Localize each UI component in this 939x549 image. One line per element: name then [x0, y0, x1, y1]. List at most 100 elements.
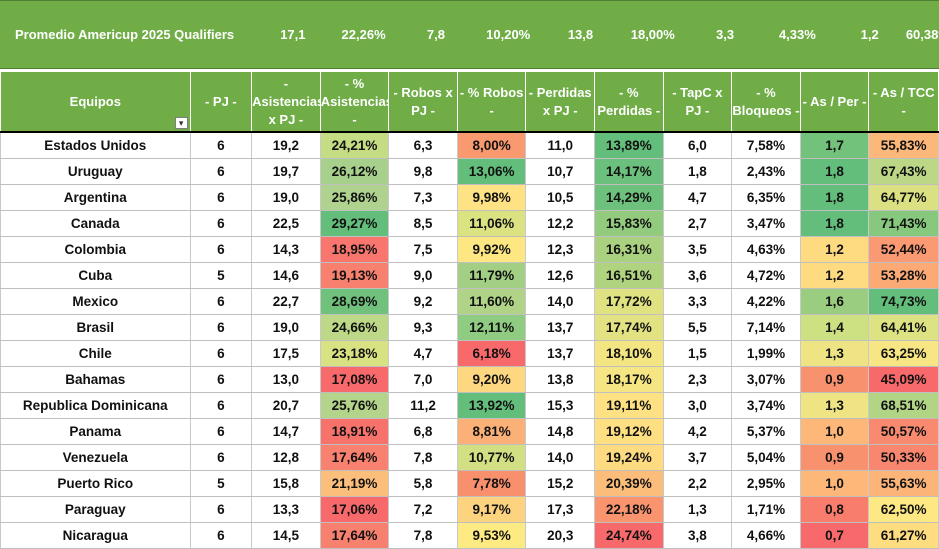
pct-asistencias-cell[interactable]: 19,13%: [319, 262, 390, 289]
perdidas-cell[interactable]: 12,6: [525, 262, 596, 289]
robos-cell[interactable]: 7,5: [388, 236, 458, 263]
pct-perdidas-cell[interactable]: 19,12%: [594, 418, 664, 445]
team-cell[interactable]: Cuba: [0, 262, 191, 289]
perdidas-cell[interactable]: 15,3: [525, 392, 596, 419]
as-per-cell[interactable]: 1,8: [799, 184, 870, 211]
pct-perdidas-cell[interactable]: 14,29%: [594, 184, 664, 211]
team-cell[interactable]: Argentina: [0, 184, 191, 211]
pj-cell[interactable]: 6: [189, 522, 253, 549]
as-tcc-cell[interactable]: 64,77%: [868, 184, 939, 211]
table-row[interactable]: Paraguay 6 13,3 17,06% 7,2 9,17% 17,3 22,18% 1,3…: [0, 496, 939, 523]
table-row[interactable]: Republica Dominicana 6 20,7 25,76% 11,2 13,92…: [0, 392, 939, 419]
robos-cell[interactable]: 5,8: [388, 470, 458, 497]
team-cell[interactable]: Paraguay: [0, 496, 191, 523]
pj-cell[interactable]: 6: [189, 418, 253, 445]
pct-asistencias-cell[interactable]: 26,12%: [319, 158, 390, 185]
pct-perdidas-cell[interactable]: 13,89%: [594, 131, 664, 159]
team-cell[interactable]: Uruguay: [0, 158, 191, 185]
header-tapc[interactable]: - TapC x PJ -: [662, 71, 733, 133]
header-equipos[interactable]: Equipos ▾: [0, 71, 191, 133]
pct-bloqueos-cell[interactable]: 6,35%: [731, 184, 801, 211]
as-tcc-cell[interactable]: 53,28%: [868, 262, 939, 289]
robos-cell[interactable]: 9,3: [388, 314, 458, 341]
table-row[interactable]: Uruguay 6 19,7 26,12% 9,8 13,06% 10,7 14,17% 1,8…: [0, 158, 939, 185]
asistencias-cell[interactable]: 13,3: [251, 496, 321, 523]
pct-bloqueos-cell[interactable]: 4,66%: [731, 522, 801, 549]
as-per-cell[interactable]: 1,4: [799, 314, 870, 341]
pct-asistencias-cell[interactable]: 17,64%: [319, 444, 390, 471]
header-as-per[interactable]: - As / Per -: [799, 71, 870, 133]
header-pct-robos[interactable]: - % Robos -: [456, 71, 527, 133]
tapc-cell[interactable]: 3,0: [662, 392, 733, 419]
table-row[interactable]: Argentina 6 19,0 25,86% 7,3 9,98% 10,5 14,29% 4,…: [0, 184, 939, 211]
header-pct-perdidas[interactable]: - % Perdidas -: [594, 71, 664, 133]
pct-bloqueos-cell[interactable]: 4,72%: [731, 262, 801, 289]
team-cell[interactable]: Canada: [0, 210, 191, 237]
pct-asistencias-cell[interactable]: 24,21%: [319, 131, 390, 159]
robos-cell[interactable]: 6,3: [388, 131, 458, 159]
pj-cell[interactable]: 6: [189, 158, 253, 185]
pj-cell[interactable]: 6: [189, 131, 253, 159]
robos-cell[interactable]: 9,8: [388, 158, 458, 185]
pct-perdidas-cell[interactable]: 18,17%: [594, 366, 664, 393]
avg-tapc[interactable]: 3,3: [688, 0, 762, 69]
pj-cell[interactable]: 6: [189, 210, 253, 237]
perdidas-cell[interactable]: 10,7: [525, 158, 596, 185]
as-per-cell[interactable]: 0,9: [799, 444, 870, 471]
pct-asistencias-cell[interactable]: 24,66%: [319, 314, 390, 341]
as-tcc-cell[interactable]: 61,27%: [868, 522, 939, 549]
perdidas-cell[interactable]: 13,8: [525, 366, 596, 393]
as-per-cell[interactable]: 1,0: [799, 470, 870, 497]
header-pj[interactable]: - PJ -: [189, 71, 253, 133]
as-per-cell[interactable]: 1,3: [799, 340, 870, 367]
pct-asistencias-cell[interactable]: 25,86%: [319, 184, 390, 211]
as-tcc-cell[interactable]: 55,63%: [868, 470, 939, 497]
avg-as-per[interactable]: 1,2: [833, 0, 906, 69]
pct-bloqueos-cell[interactable]: 2,43%: [731, 158, 801, 185]
perdidas-cell[interactable]: 17,3: [525, 496, 596, 523]
tapc-cell[interactable]: 6,0: [662, 131, 733, 159]
asistencias-cell[interactable]: 19,2: [251, 131, 321, 159]
tapc-cell[interactable]: 1,3: [662, 496, 733, 523]
pct-robos-cell[interactable]: 11,60%: [456, 288, 527, 315]
asistencias-cell[interactable]: 19,7: [251, 158, 321, 185]
as-per-cell[interactable]: 1,2: [799, 236, 870, 263]
pct-perdidas-cell[interactable]: 19,11%: [594, 392, 664, 419]
as-tcc-cell[interactable]: 45,09%: [868, 366, 939, 393]
avg-asistencias[interactable]: 17,1: [258, 0, 328, 69]
table-row[interactable]: Cuba 5 14,6 19,13% 9,0 11,79% 12,6 16,51% 3,6 4,7…: [0, 262, 939, 289]
as-per-cell[interactable]: 1,8: [799, 210, 870, 237]
team-cell[interactable]: Chile: [0, 340, 191, 367]
perdidas-cell[interactable]: 14,0: [525, 288, 596, 315]
table-row[interactable]: Bahamas 6 13,0 17,08% 7,0 9,20% 13,8 18,17% 2,3 3…: [0, 366, 939, 393]
pct-bloqueos-cell[interactable]: 3,47%: [731, 210, 801, 237]
team-cell[interactable]: Panama: [0, 418, 191, 445]
tapc-cell[interactable]: 3,7: [662, 444, 733, 471]
team-cell[interactable]: Venezuela: [0, 444, 191, 471]
robos-cell[interactable]: 8,5: [388, 210, 458, 237]
table-row[interactable]: Chile 6 17,5 23,18% 4,7 6,18% 13,7 18,10% 1,5 1,9…: [0, 340, 939, 367]
pct-bloqueos-cell[interactable]: 4,22%: [731, 288, 801, 315]
perdidas-cell[interactable]: 12,2: [525, 210, 596, 237]
robos-cell[interactable]: 7,8: [388, 522, 458, 549]
pct-perdidas-cell[interactable]: 24,74%: [594, 522, 664, 549]
header-pct-asistencias[interactable]: - % Asistencias -: [319, 71, 390, 133]
as-tcc-cell[interactable]: 55,83%: [868, 131, 939, 159]
tapc-cell[interactable]: 3,3: [662, 288, 733, 315]
pct-asistencias-cell[interactable]: 23,18%: [319, 340, 390, 367]
table-row[interactable]: Puerto Rico 5 15,8 21,19% 5,8 7,78% 15,2 20,39%…: [0, 470, 939, 497]
pct-robos-cell[interactable]: 13,92%: [456, 392, 527, 419]
header-robos[interactable]: - Robos x PJ -: [388, 71, 458, 133]
pct-perdidas-cell[interactable]: 18,10%: [594, 340, 664, 367]
asistencias-cell[interactable]: 20,7: [251, 392, 321, 419]
avg-robos[interactable]: 7,8: [399, 0, 473, 69]
pct-bloqueos-cell[interactable]: 2,95%: [731, 470, 801, 497]
pct-perdidas-cell[interactable]: 16,31%: [594, 236, 664, 263]
pj-cell[interactable]: 6: [189, 496, 253, 523]
pct-bloqueos-cell[interactable]: 1,99%: [731, 340, 801, 367]
perdidas-cell[interactable]: 11,0: [525, 131, 596, 159]
robos-cell[interactable]: 9,2: [388, 288, 458, 315]
table-row[interactable]: Brasil 6 19,0 24,66% 9,3 12,11% 13,7 17,74% 5,5 7…: [0, 314, 939, 341]
avg-pct-bloqueos[interactable]: 4,33%: [761, 0, 834, 69]
pj-cell[interactable]: 6: [189, 340, 253, 367]
